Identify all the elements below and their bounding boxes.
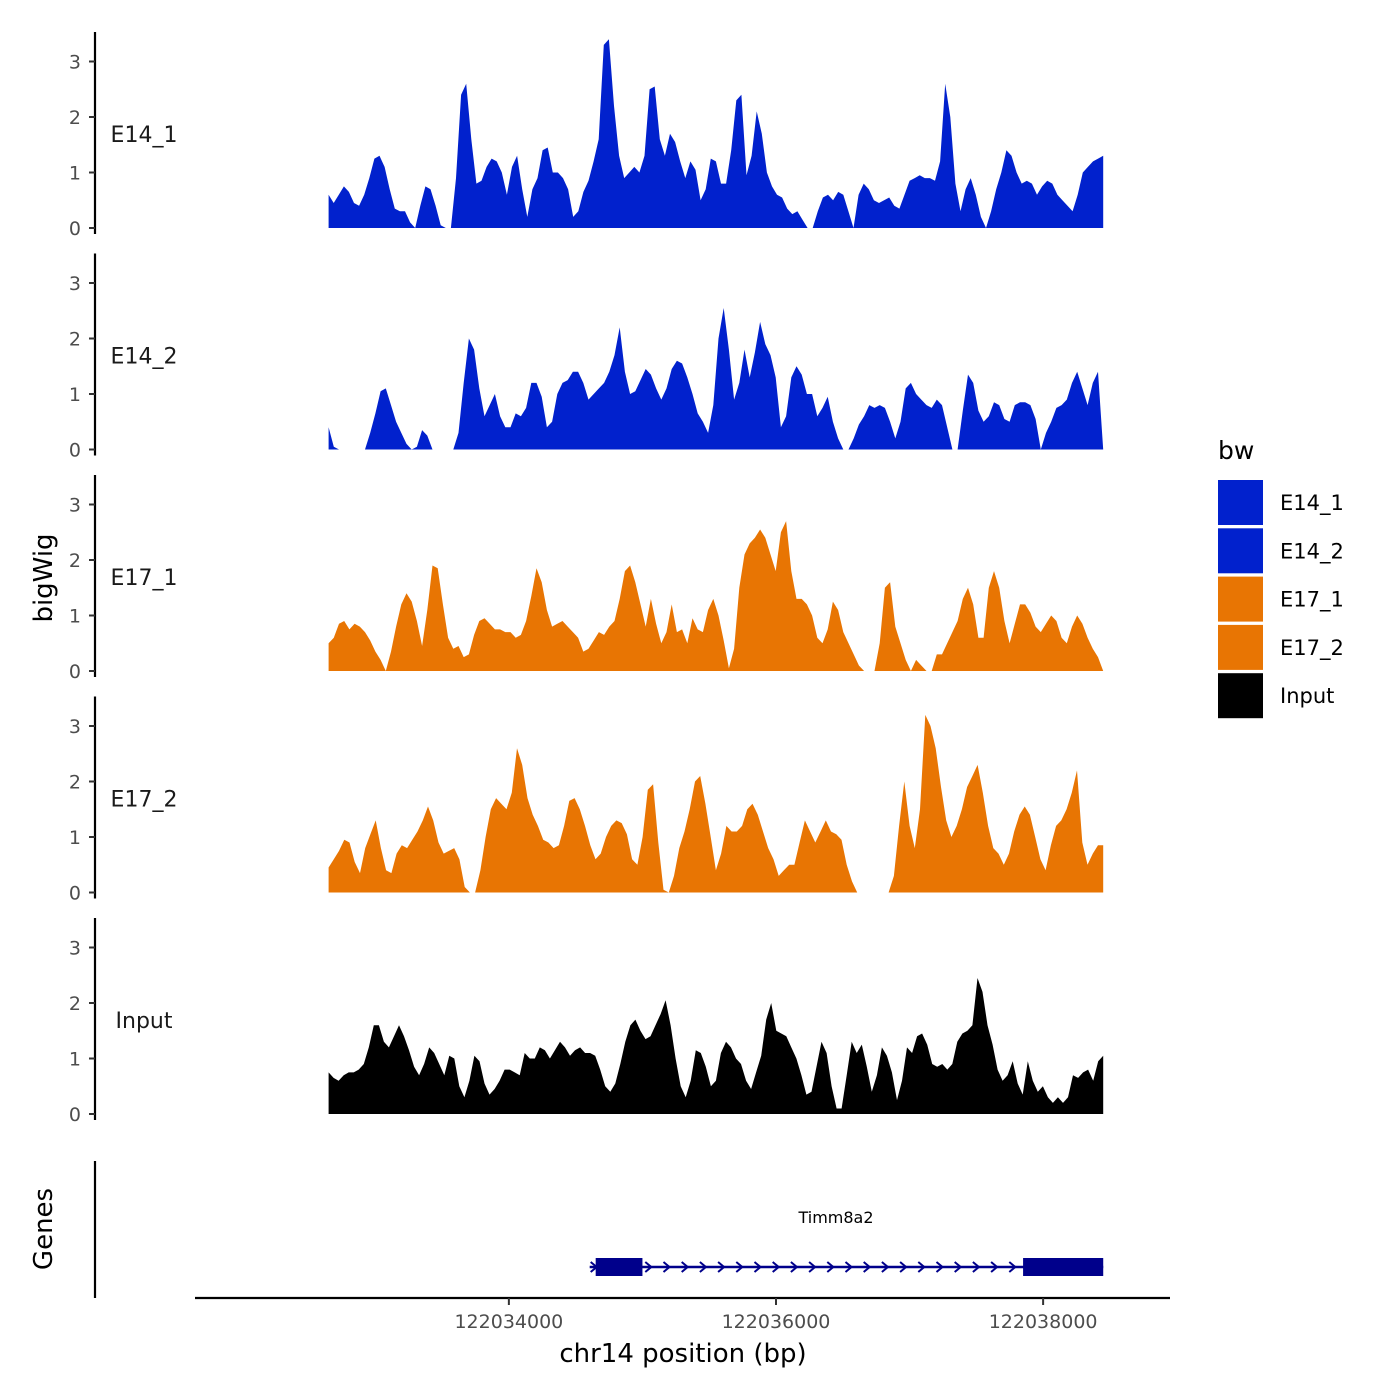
track-e14-1: 0 1 2 3 E14_1 xyxy=(69,32,1104,240)
y-tick-label: 1 xyxy=(69,1049,81,1071)
x-axis-ticks: 122034000 122036000 122038000 xyxy=(454,1298,1098,1333)
legend-swatch xyxy=(1218,673,1263,719)
legend-swatch xyxy=(1218,528,1263,574)
legend-label: E14_2 xyxy=(1280,539,1344,564)
legend-label: E17_2 xyxy=(1280,636,1344,661)
coverage-area xyxy=(328,714,1104,893)
strand-arrow-icon xyxy=(917,1261,926,1273)
genes-axis-title: Genes xyxy=(29,1188,59,1270)
track-label: E17_2 xyxy=(111,788,178,813)
strand-arrow-icon xyxy=(1008,1261,1017,1273)
strand-arrow-icon xyxy=(681,1261,690,1273)
legend-label: E14_1 xyxy=(1280,491,1344,516)
y-tick-label: 3 xyxy=(69,938,81,960)
x-axis: 122034000 122036000 122038000 chr14 positi… xyxy=(195,1296,1170,1369)
y-tick-label: 1 xyxy=(69,606,81,628)
gene-model: Timm8a2 xyxy=(589,1208,1104,1276)
bigwig-tracks: 0 1 2 3 E14_1 0 1 2 3 E14_2 0 1 2 3 E17_1 0 1 2 3 E17_2 0 1 2 3… xyxy=(69,32,1104,1126)
strand-arrow-icon xyxy=(935,1261,945,1273)
strand-arrow-icon xyxy=(699,1261,708,1273)
legend-items: E14_1 E14_2 E17_1 E17_2 Input xyxy=(1218,480,1344,719)
strand-arrow-icon xyxy=(881,1261,890,1273)
legend-swatch xyxy=(1218,624,1263,670)
strand-arrow-icon xyxy=(717,1261,726,1273)
strand-arrow-icon xyxy=(826,1261,835,1273)
strand-arrow-icon xyxy=(735,1261,744,1273)
strand-arrow-icon xyxy=(863,1261,872,1273)
strand-arrow-icon xyxy=(662,1261,672,1273)
strand-arrow-icon xyxy=(899,1261,908,1273)
x-axis-title: chr14 position (bp) xyxy=(559,1339,806,1369)
legend-swatch xyxy=(1218,480,1263,525)
legend-label: Input xyxy=(1280,684,1334,708)
coverage-area xyxy=(328,308,1104,450)
track-input: 0 1 2 3 Input xyxy=(69,918,1104,1126)
strand-arrow-icon xyxy=(772,1261,781,1273)
gene-exon xyxy=(595,1258,643,1276)
strand-arrow-icon xyxy=(808,1261,817,1273)
y-tick-label: 0 xyxy=(69,1104,81,1126)
y-tick-label: 3 xyxy=(69,273,81,295)
track-label: E14_2 xyxy=(111,345,178,370)
x-tick-label: 122034000 xyxy=(454,1311,563,1333)
y-tick-label: 2 xyxy=(69,772,81,794)
y-tick-label: 2 xyxy=(69,329,81,351)
y-tick-label: 2 xyxy=(69,993,81,1015)
strand-arrow-icon xyxy=(954,1261,963,1273)
legend: bw E14_1 E14_2 E17_1 E17_2 Input xyxy=(1218,436,1344,719)
strand-arrow-icon xyxy=(972,1261,981,1273)
legend-label: E17_1 xyxy=(1280,588,1344,613)
strand-arrow-icon xyxy=(753,1261,763,1273)
y-tick-label: 2 xyxy=(69,550,81,572)
y-axis-title: bigWig xyxy=(29,533,59,622)
legend-title: bw xyxy=(1218,436,1254,465)
genes-panel: Genes Timm8a2 xyxy=(29,1161,1104,1298)
legend-swatch xyxy=(1218,576,1263,622)
y-tick-label: 0 xyxy=(69,661,81,683)
x-tick-label: 122038000 xyxy=(989,1311,1098,1333)
strand-arrow-icon xyxy=(790,1261,799,1273)
track-label: E14_1 xyxy=(111,123,178,148)
coverage-area xyxy=(328,39,1104,228)
gene-name-label: Timm8a2 xyxy=(797,1208,873,1227)
track-e17-2: 0 1 2 3 E17_2 xyxy=(69,696,1104,905)
track-e17-1: 0 1 2 3 E17_1 xyxy=(69,475,1104,683)
gene-exon xyxy=(1023,1258,1104,1276)
track-e14-2: 0 1 2 3 E14_2 xyxy=(69,253,1104,462)
y-tick-label: 0 xyxy=(69,218,81,240)
y-tick-label: 1 xyxy=(69,163,81,185)
coverage-area xyxy=(328,521,1104,671)
track-label: Input xyxy=(116,1009,173,1034)
strand-arrow-icon xyxy=(644,1261,653,1273)
y-tick-label: 0 xyxy=(69,883,81,905)
y-tick-label: 3 xyxy=(69,716,81,738)
x-tick-label: 122036000 xyxy=(722,1311,831,1333)
coverage-area xyxy=(328,978,1104,1114)
y-tick-label: 3 xyxy=(69,495,81,517)
y-tick-label: 0 xyxy=(69,440,81,462)
track-label: E17_1 xyxy=(111,566,178,591)
y-tick-label: 1 xyxy=(69,384,81,406)
strand-arrow-icon xyxy=(844,1261,854,1273)
y-tick-label: 3 xyxy=(69,52,81,74)
y-tick-label: 1 xyxy=(69,827,81,849)
y-tick-label: 2 xyxy=(69,107,81,129)
strand-arrow-icon xyxy=(990,1261,999,1273)
